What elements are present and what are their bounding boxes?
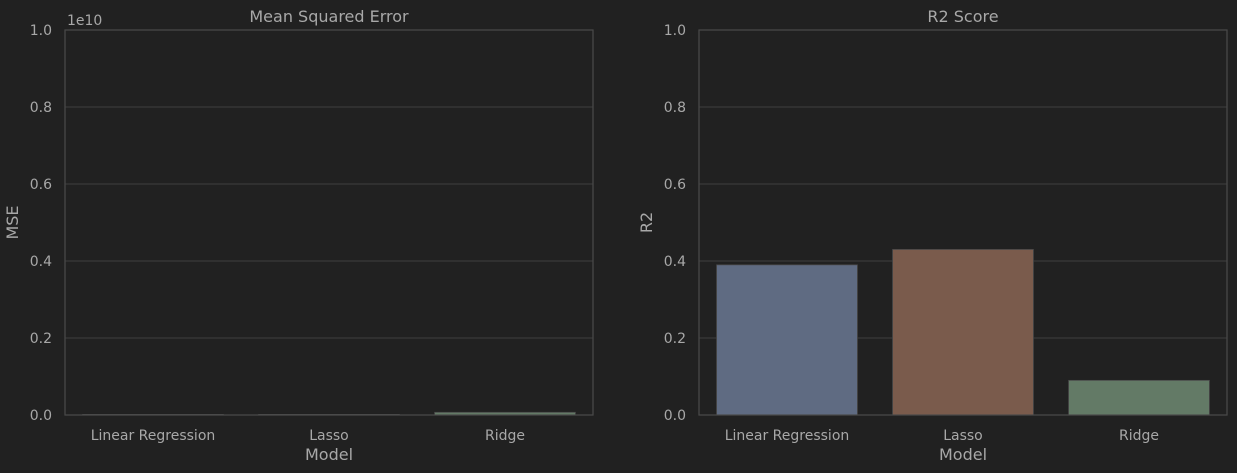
x-tick-label: Linear Regression [725, 428, 850, 444]
y-tick-label: 0.2 [664, 331, 686, 347]
x-tick-label: Lasso [943, 428, 983, 444]
y-tick-label: 0.8 [664, 100, 686, 116]
chart-title: R2 Score [927, 7, 998, 26]
y-offset-text: 1e10 [67, 13, 102, 29]
plot-frame [64, 29, 594, 416]
x-axis-label: Model [305, 445, 353, 464]
y-tick-label: 1.0 [30, 23, 52, 39]
y-tick-label: 0.6 [30, 177, 52, 193]
x-tick-label: Lasso [309, 428, 349, 444]
y-tick-label: 1.0 [664, 23, 686, 39]
y-tick-label: 0.0 [664, 408, 686, 424]
x-tick-label: Ridge [1119, 428, 1159, 444]
y-axis-label: MSE [3, 205, 22, 239]
x-axis-label: Model [939, 445, 987, 464]
bar-lasso [892, 249, 1034, 416]
chart-panel-r2: 0.0 0.2 0.4 0.6 0.8 1.0 Linear Regression Lasso… [637, 7, 1228, 464]
y-tick-label: 0.8 [30, 100, 52, 116]
chart-title: Mean Squared Error [249, 7, 409, 26]
y-tick-label: 0.6 [664, 177, 686, 193]
y-tick-label: 0.4 [664, 254, 686, 270]
y-axis-label: R2 [637, 212, 656, 233]
x-tick-label: Linear Regression [91, 428, 216, 444]
y-tick-label: 0.0 [30, 408, 52, 424]
y-tick-label: 0.2 [30, 331, 52, 347]
bar-linear-regression [716, 264, 858, 416]
y-tick-label: 0.4 [30, 254, 52, 270]
x-tick-label: Ridge [485, 428, 525, 444]
chart-panel-mse: 0.0 0.2 0.4 0.6 0.8 1.0 Linear Regression Lasso… [3, 7, 594, 464]
plot-frame [698, 29, 1228, 416]
bar-ridge [1068, 379, 1210, 416]
